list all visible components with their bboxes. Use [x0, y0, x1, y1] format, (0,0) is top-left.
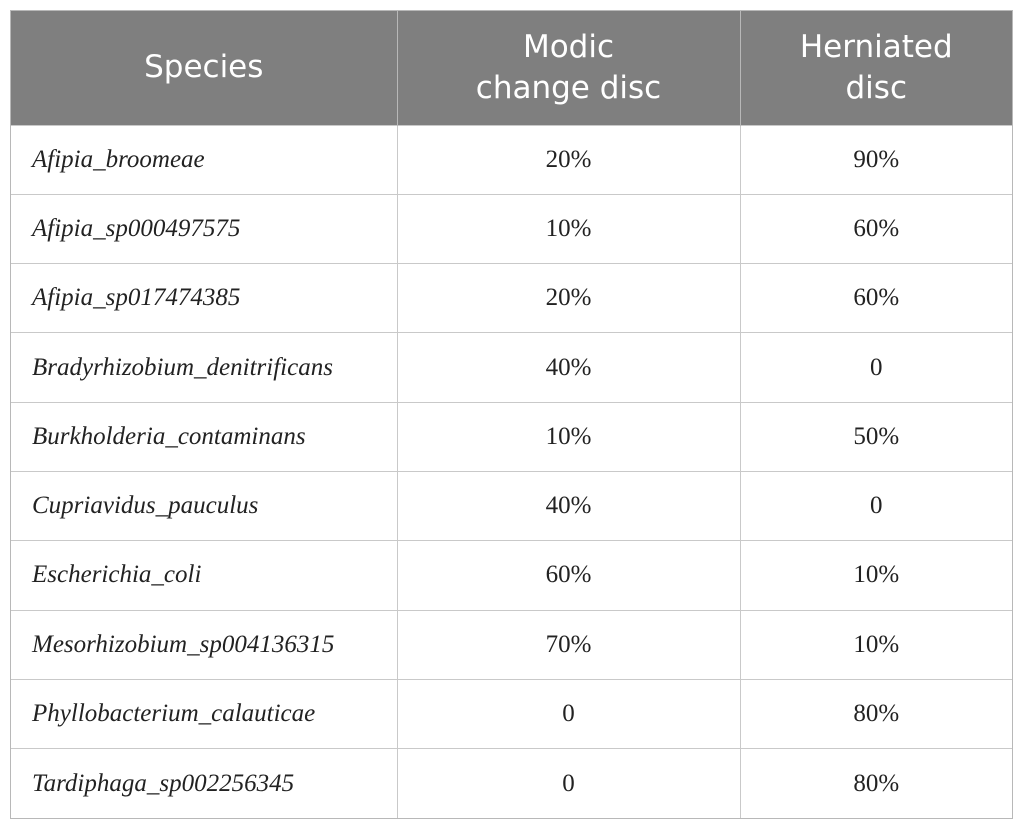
modic-cell: 40%: [396, 332, 740, 403]
table-row: Mesorhizobium_sp004136315 70% 10%: [11, 609, 1012, 680]
species-cell: Phyllobacterium_calauticae: [11, 678, 397, 749]
modic-cell: 40%: [396, 470, 740, 541]
species-cell: Afipia_sp017474385: [11, 263, 397, 333]
species-cell: Afipia_broomeae: [11, 124, 397, 195]
species-cell: Burkholderia_contaminans: [11, 401, 397, 472]
modic-cell: 70%: [396, 609, 740, 680]
modic-cell: 10%: [396, 401, 740, 472]
herniated-cell: 60%: [739, 193, 1012, 264]
herniated-cell: 60%: [739, 263, 1012, 333]
herniated-cell: 0: [739, 470, 1012, 541]
modic-cell: 10%: [396, 193, 740, 264]
table-row: Bradyrhizobium_denitrificans 40% 0: [11, 332, 1012, 403]
herniated-cell: 80%: [739, 678, 1012, 749]
header-row: Species Modic change disc Herniated disc: [11, 11, 1012, 125]
table-row: Burkholderia_contaminans 10% 50%: [11, 401, 1012, 472]
table-body: Afipia_broomeae 20% 90% Afipia_sp0004975…: [11, 124, 1012, 818]
modic-cell: 0: [396, 748, 740, 818]
table-row: Afipia_sp000497575 10% 60%: [11, 193, 1012, 264]
species-table: Species Modic change disc Herniated disc…: [11, 11, 1012, 818]
data-table-container: Species Modic change disc Herniated disc…: [10, 10, 1013, 819]
header-modic-change-disc: Modic change disc: [396, 11, 740, 125]
table-row: Afipia_sp017474385 20% 60%: [11, 263, 1012, 333]
modic-cell: 20%: [396, 263, 740, 333]
table-row: Phyllobacterium_calauticae 0 80%: [11, 678, 1012, 749]
table-row: Tardiphaga_sp002256345 0 80%: [11, 748, 1012, 818]
table-header: Species Modic change disc Herniated disc: [11, 11, 1012, 125]
modic-cell: 60%: [396, 540, 740, 611]
header-herniated-disc: Herniated disc: [739, 11, 1012, 125]
herniated-cell: 10%: [739, 540, 1012, 611]
species-cell: Afipia_sp000497575: [11, 193, 397, 264]
modic-cell: 0: [396, 678, 740, 749]
species-cell: Mesorhizobium_sp004136315: [11, 609, 397, 680]
header-species: Species: [11, 11, 397, 125]
species-cell: Escherichia_coli: [11, 540, 397, 611]
species-cell: Bradyrhizobium_denitrificans: [11, 332, 397, 403]
herniated-cell: 50%: [739, 401, 1012, 472]
herniated-cell: 90%: [739, 124, 1012, 195]
herniated-cell: 80%: [739, 748, 1012, 818]
species-cell: Tardiphaga_sp002256345: [11, 748, 397, 818]
herniated-cell: 0: [739, 332, 1012, 403]
table-row: Cupriavidus_pauculus 40% 0: [11, 470, 1012, 541]
herniated-cell: 10%: [739, 609, 1012, 680]
modic-cell: 20%: [396, 124, 740, 195]
table-row: Escherichia_coli 60% 10%: [11, 540, 1012, 611]
table-row: Afipia_broomeae 20% 90%: [11, 124, 1012, 195]
species-cell: Cupriavidus_pauculus: [11, 470, 397, 541]
